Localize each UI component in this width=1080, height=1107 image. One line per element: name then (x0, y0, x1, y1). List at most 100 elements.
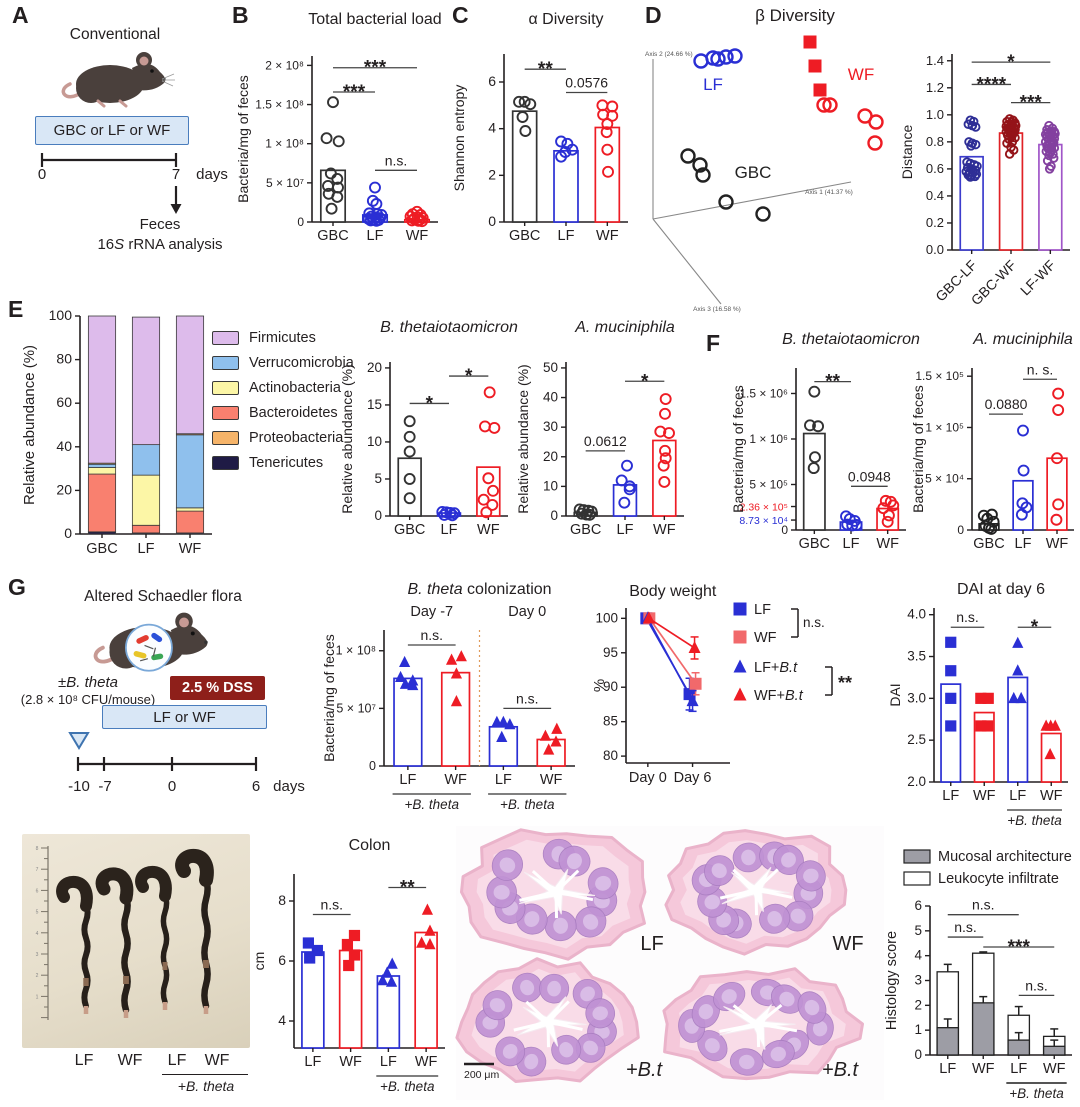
svg-text:WF+B.t: WF+B.t (754, 688, 804, 704)
svg-text:LF: LF (304, 1054, 321, 1070)
svg-text:LF+B.t: LF+B.t (754, 660, 798, 676)
svg-text:WF: WF (179, 541, 202, 557)
svg-text:+B.t: +B.t (626, 1059, 664, 1081)
legend-label: Actinobacteria (249, 380, 341, 396)
inoculation-triangle-icon (68, 732, 90, 750)
svg-text:60: 60 (56, 394, 72, 410)
svg-text:B. thetaiotaomicron: B. thetaiotaomicron (782, 331, 920, 348)
svg-text:*: * (641, 371, 649, 392)
svg-text:90: 90 (603, 679, 618, 694)
svg-text:0.6: 0.6 (926, 161, 944, 176)
svg-text:LF: LF (640, 933, 663, 955)
legend-label: Verrucomicrobia (249, 355, 354, 371)
chart-relative-abundance-stacked: 0 20 40 60 80 100 Relative abundance (%) GBC LF W… (21, 307, 212, 557)
svg-text:1 × 10⁸: 1 × 10⁸ (265, 137, 304, 151)
timeline-a-tick-7: 7 (171, 166, 181, 183)
svg-text:B. thetaiotaomicron: B. thetaiotaomicron (380, 319, 518, 336)
svg-text:WF: WF (876, 536, 899, 552)
timeline-a-tick-0: 0 (37, 166, 47, 183)
svg-text:100: 100 (595, 610, 618, 625)
svg-text:Distance: Distance (899, 125, 915, 180)
colon-photo-label-2: LF (167, 1052, 187, 1069)
svg-text:GBC: GBC (799, 536, 830, 552)
photo-group-underline (162, 1074, 248, 1075)
svg-text:Axis 1 (41.37 %): Axis 1 (41.37 %) (805, 189, 853, 196)
svg-text:n.s.: n.s. (516, 690, 539, 706)
svg-text:10: 10 (367, 434, 382, 449)
svg-text:n. s.: n. s. (1027, 361, 1053, 377)
down-arrow-icon (170, 186, 182, 214)
svg-text:80: 80 (603, 748, 618, 763)
svg-text:LF: LF (1009, 788, 1026, 804)
svg-text:WF: WF (444, 772, 467, 788)
svg-text:n.s.: n.s. (320, 897, 343, 913)
svg-text:Histology score: Histology score (884, 931, 900, 1030)
panel-label-g: G (8, 574, 26, 600)
svg-text:Shannon entropy: Shannon entropy (451, 85, 467, 192)
svg-text:WF: WF (848, 65, 874, 84)
svg-text:0: 0 (297, 215, 304, 229)
chart-beta-diversity-distance: 0.00.20.40.60.81.01.21.4DistanceGBC-LFGB… (899, 52, 1070, 308)
svg-text:**: ** (825, 372, 840, 393)
svg-text:Day -7: Day -7 (410, 604, 453, 620)
svg-text:LF: LF (367, 228, 384, 244)
svg-text:0.2: 0.2 (926, 215, 944, 230)
svg-text:100: 100 (49, 307, 73, 323)
asf-mouse-illustration (93, 612, 208, 672)
svg-text:***: *** (1020, 93, 1043, 114)
legend-item-verrucomicrobia: Verrucomicrobia (212, 355, 354, 371)
svg-text:LF: LF (441, 522, 458, 538)
svg-text:WF: WF (406, 228, 429, 244)
svg-text:GBC: GBC (394, 522, 425, 538)
svg-text:**: ** (538, 59, 553, 80)
svg-text:LF: LF (942, 788, 959, 804)
svg-text:200 μm: 200 μm (464, 1069, 499, 1081)
legend-label: Firmicutes (249, 330, 316, 346)
svg-text:Relative abundance (%): Relative abundance (%) (21, 345, 38, 505)
svg-text:5 × 10⁴: 5 × 10⁴ (925, 472, 964, 486)
svg-text:20: 20 (367, 360, 382, 375)
svg-text:7: 7 (36, 867, 39, 873)
btheta-inoculum-label: ±B. theta (58, 674, 118, 691)
svg-text:WF: WF (973, 788, 996, 804)
panel-label-f: F (706, 330, 721, 356)
svg-text:0: 0 (957, 523, 964, 537)
svg-text:n.s.: n.s. (420, 627, 443, 643)
panel-g-title: Altered Schaedler flora (84, 588, 242, 605)
svg-text:2: 2 (488, 166, 496, 182)
svg-text:cm: cm (251, 952, 267, 971)
panel-label-b: B (232, 2, 249, 28)
svg-text:6: 6 (36, 888, 39, 894)
chart-histology-score: Mucosal architecture Leukocyte infiltrate… (884, 849, 1072, 1101)
timeline-g-tick-m7: -7 (98, 778, 112, 795)
svg-text:WF: WF (1043, 1061, 1066, 1077)
panel-label-e: E (8, 296, 24, 322)
timeline-a (40, 153, 178, 167)
svg-text:1 × 10⁶: 1 × 10⁶ (749, 432, 788, 446)
panel-a-title: Conventional (69, 26, 161, 43)
chart-amuciniphila-relative-abundance: A. muciniphila 0 10 20 30 40 50 Relative abunda… (515, 319, 684, 538)
svg-text:****: **** (977, 74, 1007, 95)
svg-text:1.5 × 10⁵: 1.5 × 10⁵ (915, 369, 964, 383)
svg-text:GBC: GBC (735, 163, 772, 182)
histology-panel: LF WF +B.t +B.t 200 μm (455, 826, 884, 1100)
svg-text:Axis 3 (16.58 %): Axis 3 (16.58 %) (693, 306, 741, 313)
legend-swatch (212, 456, 239, 470)
panel-g-schematic: Altered Schaedler flora ±B. theta (2.8 ×… (8, 578, 313, 818)
svg-text:Day 0: Day 0 (629, 770, 667, 786)
svg-text:+B.t: +B.t (822, 1059, 860, 1081)
chart-colon-length: Colon 4 6 8 cm LF WF LF WF n.s. ** +B. theta (251, 837, 445, 1094)
panel-label-c: C (452, 2, 469, 28)
svg-text:4.0: 4.0 (907, 607, 926, 622)
svg-text:0.0: 0.0 (926, 242, 944, 257)
beta-diversity-title: β Diversity (755, 6, 835, 25)
svg-text:Total bacterial load: Total bacterial load (308, 11, 441, 28)
legend-swatch (212, 381, 239, 395)
svg-text:LF: LF (399, 772, 416, 788)
svg-text:95: 95 (603, 645, 618, 660)
svg-text:GBC: GBC (570, 522, 601, 538)
svg-text:Day 0: Day 0 (508, 604, 546, 620)
svg-text:0: 0 (369, 759, 376, 773)
svg-text:+B. theta: +B. theta (500, 797, 555, 812)
svg-text:4: 4 (914, 948, 922, 963)
